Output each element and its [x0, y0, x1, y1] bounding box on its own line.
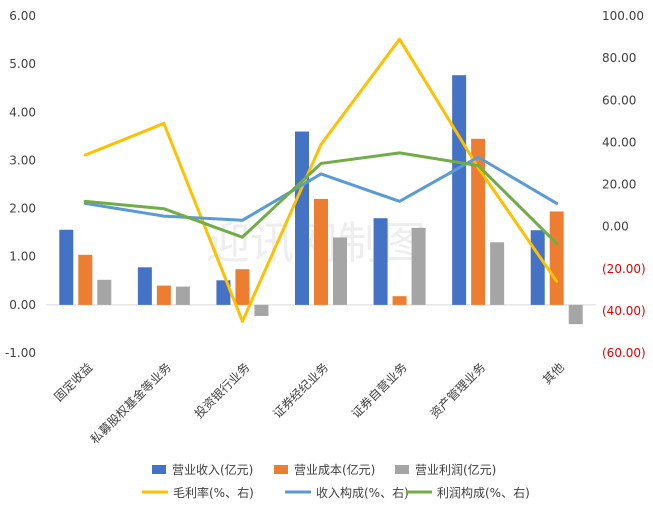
legend-swatch — [274, 465, 288, 474]
y-left-tick-label: 6.00 — [9, 9, 36, 23]
y-left-tick-label: 1.00 — [9, 250, 36, 264]
bar — [373, 218, 388, 305]
legend-label: 毛利率(%、右) — [173, 485, 254, 500]
series-line — [83, 155, 559, 222]
bar — [97, 279, 112, 305]
bar — [175, 286, 190, 305]
y-right-tick-label: (40.00) — [602, 304, 646, 318]
legend-label: 营业收入(亿元) — [172, 462, 253, 477]
y-right-tick-label: (20.00) — [602, 262, 646, 276]
x-tick-label: 资产管理业务 — [427, 360, 489, 422]
x-tick-label: 投资银行业务 — [191, 360, 253, 422]
y-left-tick-label: 3.00 — [9, 153, 36, 167]
bar — [411, 227, 426, 305]
series-line — [83, 151, 559, 245]
bar — [59, 229, 74, 305]
y-right-tick-label: 0.00 — [602, 220, 629, 234]
y-left-tick-label: 4.00 — [9, 105, 36, 119]
y-right-tick-label: (60.00) — [602, 346, 646, 360]
x-tick-label: 固定收益 — [51, 360, 96, 405]
bar — [490, 242, 505, 305]
x-tick-label: 私募股权基金等业务 — [87, 360, 174, 447]
bar — [216, 280, 231, 305]
y-left-tick-label: 2.00 — [9, 202, 36, 216]
bar — [235, 269, 250, 305]
y-right-tick-label: 20.00 — [602, 178, 636, 192]
bar — [471, 138, 486, 305]
y-right-tick-label: 100.00 — [602, 9, 644, 23]
legend-swatch — [152, 465, 166, 474]
bar — [333, 237, 347, 305]
x-tick-label: 证券自营业务 — [348, 360, 410, 422]
legend-label: 收入构成(%、右) — [316, 485, 409, 500]
x-tick-label: 其他 — [540, 360, 567, 387]
bar — [156, 285, 171, 305]
y-left-tick-label: -1.00 — [5, 346, 36, 360]
legend-label: 营业利润(亿元) — [415, 462, 496, 477]
legend-label: 利润构成(%、右) — [437, 485, 530, 500]
bar — [137, 267, 152, 305]
bar — [549, 211, 564, 305]
bar — [530, 230, 545, 305]
y-left-tick-label: 5.00 — [9, 57, 36, 71]
y-right-tick-label: 80.00 — [602, 51, 636, 65]
bar — [295, 131, 309, 305]
bar — [314, 198, 328, 305]
y-right-tick-label: 60.00 — [602, 93, 636, 107]
y-left-tick-label: 0.00 — [9, 298, 36, 312]
legend-swatch — [395, 465, 409, 474]
bar — [568, 304, 583, 325]
x-tick-label: 证券经纪业务 — [270, 360, 332, 422]
bar — [452, 75, 467, 305]
bar — [392, 296, 407, 305]
legend-label: 营业成本(亿元) — [294, 462, 375, 477]
bar — [78, 254, 93, 305]
y-right-tick-label: 40.00 — [602, 135, 636, 149]
bar — [254, 304, 269, 316]
